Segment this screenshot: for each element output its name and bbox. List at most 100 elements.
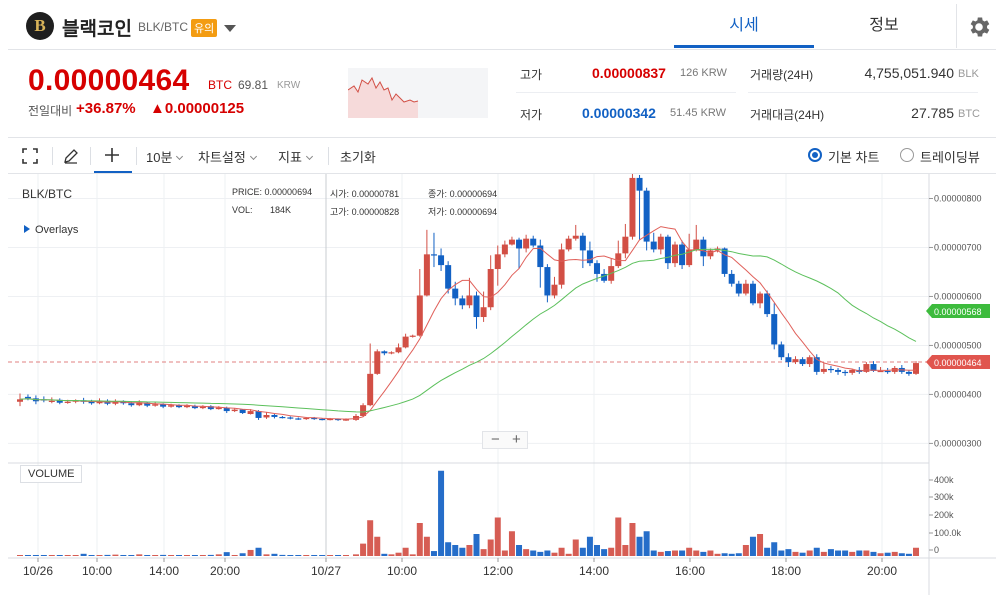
candle-body bbox=[263, 414, 270, 418]
legend-volume: VOL: 184K bbox=[232, 205, 291, 215]
candle-body bbox=[508, 239, 515, 245]
candle-body bbox=[494, 254, 501, 270]
candle-body bbox=[813, 357, 820, 372]
basic-chart-radio[interactable] bbox=[808, 148, 822, 162]
crosshair-tool-active[interactable] bbox=[94, 138, 132, 173]
candle-body bbox=[827, 368, 834, 371]
volume-tick-label: 0 bbox=[934, 545, 939, 555]
time-tick-label: 18:00 bbox=[771, 564, 801, 578]
candle-body bbox=[430, 254, 437, 256]
expand-triangle-icon bbox=[24, 225, 30, 233]
tab-market[interactable]: 시세 bbox=[674, 4, 814, 48]
legend-price-value: 0.00000694 bbox=[264, 187, 313, 197]
trading-view-radio[interactable] bbox=[900, 148, 914, 162]
volume-bar bbox=[56, 555, 63, 556]
volume-bar bbox=[537, 551, 544, 556]
tab-info[interactable]: 정보 bbox=[869, 17, 899, 34]
volume-bar bbox=[905, 553, 912, 556]
interval-select[interactable]: 10분 bbox=[146, 147, 184, 166]
chevron-down-icon bbox=[305, 152, 313, 161]
candle-body bbox=[271, 414, 278, 417]
candle-body bbox=[402, 336, 409, 348]
candle-body bbox=[905, 371, 912, 374]
reset-button[interactable]: 초기화 bbox=[340, 150, 376, 165]
volume-bar bbox=[381, 553, 388, 556]
candle-body bbox=[643, 190, 650, 242]
chevron-down-icon bbox=[176, 152, 184, 161]
volume-bar bbox=[168, 555, 175, 556]
volume-axis-ticks: 400k 300k 200k 100.0k 0 bbox=[929, 475, 962, 555]
volume-bars bbox=[17, 470, 919, 556]
volume-bar bbox=[88, 555, 95, 556]
time-tick-label: 14:00 bbox=[579, 564, 609, 578]
high-label: 고가 bbox=[520, 68, 543, 82]
volume-bar bbox=[572, 539, 579, 556]
candle-body bbox=[629, 177, 636, 237]
trading-view-label[interactable]: 트레이딩뷰 bbox=[920, 150, 980, 165]
candle-body bbox=[877, 370, 884, 373]
low-label: 저가 bbox=[520, 108, 543, 122]
overlays-toggle[interactable]: Overlays bbox=[24, 224, 78, 236]
mini-price-chart bbox=[348, 68, 488, 118]
candle-body bbox=[579, 235, 586, 251]
zoom-in-button[interactable]: + bbox=[512, 431, 521, 448]
volume-bar bbox=[601, 549, 608, 556]
zoom-controls: − + bbox=[482, 431, 528, 449]
candle-body bbox=[445, 265, 452, 289]
indicators-select[interactable]: 지표 bbox=[278, 147, 313, 166]
high-krw: 126 KRW bbox=[680, 67, 727, 79]
candle-body bbox=[367, 373, 374, 406]
volume-bar bbox=[136, 554, 143, 556]
coin-select-chevron-down-icon[interactable] bbox=[224, 25, 236, 32]
crosshair-icon[interactable] bbox=[104, 147, 120, 163]
volume-bar bbox=[579, 547, 586, 556]
volume-bar bbox=[721, 553, 728, 556]
zoom-out-button[interactable]: − bbox=[491, 431, 500, 448]
warning-badge: 유의 bbox=[191, 19, 218, 37]
candle-body bbox=[501, 244, 508, 255]
chart-settings-select[interactable]: 차트설정 bbox=[198, 147, 257, 166]
volume-bar bbox=[551, 552, 558, 556]
volume-bar bbox=[558, 547, 565, 556]
basic-chart-label[interactable]: 기본 차트 bbox=[828, 150, 880, 165]
volume-bar bbox=[32, 555, 39, 556]
legend-open-label: 시가: bbox=[330, 189, 350, 199]
volume-bar bbox=[835, 550, 842, 556]
volume-24h-unit: BLK bbox=[958, 68, 979, 80]
fullscreen-icon[interactable] bbox=[22, 148, 38, 164]
pencil-icon[interactable] bbox=[62, 147, 80, 165]
volume-bar bbox=[530, 550, 537, 556]
volume-bar bbox=[303, 555, 310, 556]
candle-body bbox=[199, 406, 206, 409]
legend-low-label: 저가: bbox=[428, 207, 448, 217]
candle-body bbox=[287, 417, 294, 419]
price-chart[interactable]: 0.00000800 0.00000700 0.00000600 0.00000500… bbox=[8, 174, 996, 595]
candle-body bbox=[255, 411, 262, 418]
candle-body bbox=[728, 273, 735, 284]
chevron-down-icon bbox=[249, 152, 257, 161]
legend-close-value: 0.00000694 bbox=[449, 189, 498, 199]
interval-label: 10분 bbox=[146, 150, 173, 165]
volume-bar bbox=[64, 555, 71, 556]
volume-bar bbox=[686, 547, 693, 556]
volume-bar bbox=[735, 553, 742, 556]
coin-name[interactable]: 블랙코인 bbox=[62, 19, 132, 40]
chart-toolbar: 10분 차트설정 지표 초기화 기본 차트 트레이딩뷰 bbox=[8, 138, 996, 174]
price-tick-label: 0.00000700 bbox=[934, 242, 982, 252]
candle-body bbox=[128, 403, 135, 406]
candlestick-chart[interactable]: 0.00000800 0.00000700 0.00000600 0.00000500… bbox=[8, 174, 996, 595]
time-tick-label: 10:00 bbox=[82, 564, 112, 578]
volume-bar bbox=[96, 555, 103, 556]
volume-bar bbox=[778, 550, 785, 556]
candle-body bbox=[572, 235, 579, 239]
ma-price-tag: 0.00000568 bbox=[926, 304, 990, 318]
gear-icon[interactable] bbox=[966, 14, 992, 40]
candle-body bbox=[693, 239, 700, 250]
candle-body bbox=[622, 236, 629, 254]
volume-bar bbox=[319, 555, 326, 556]
candle-body bbox=[423, 254, 430, 296]
volume-bar bbox=[445, 542, 452, 556]
candle-body bbox=[551, 284, 558, 296]
volume-bar bbox=[176, 555, 183, 556]
volume-bar bbox=[360, 543, 367, 556]
